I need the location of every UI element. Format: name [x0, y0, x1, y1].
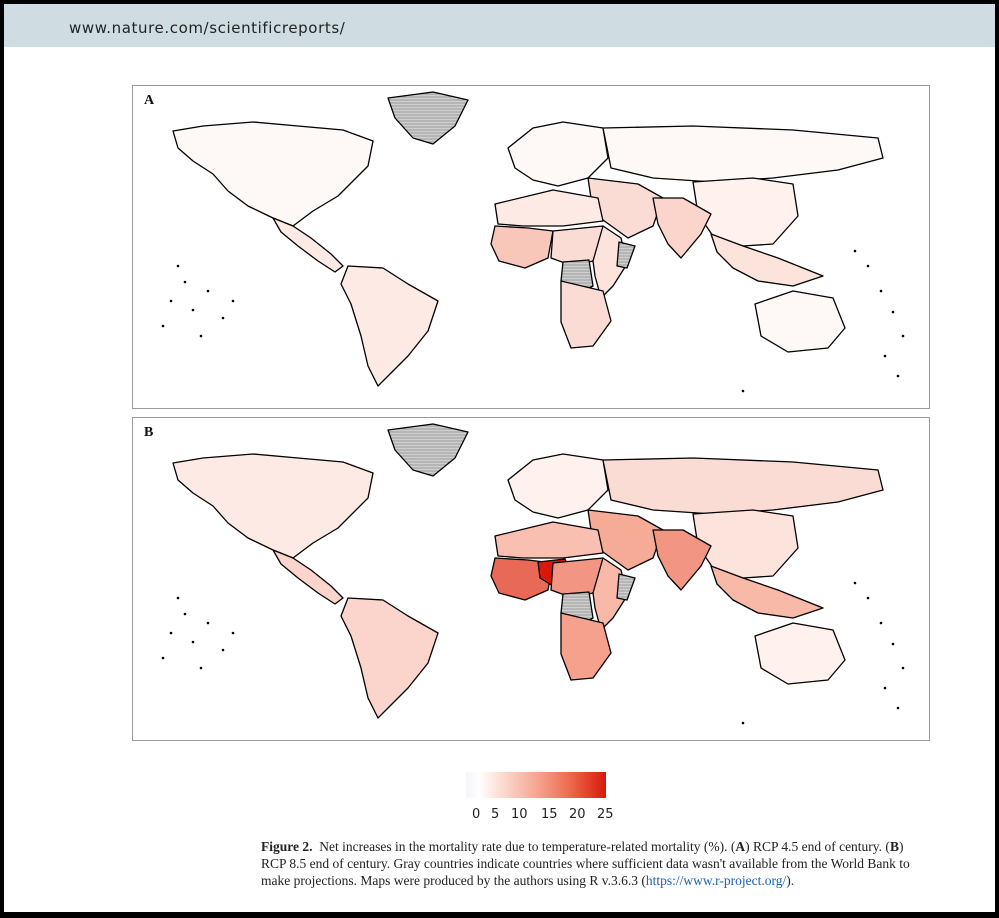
region-australia — [754, 290, 846, 353]
world-map-a — [161, 91, 905, 393]
island-marker — [199, 334, 203, 338]
region-europe — [507, 453, 609, 519]
region-australia — [754, 622, 846, 685]
region-greenland — [387, 423, 469, 477]
island-marker — [901, 334, 905, 338]
color-scale-ticks: 0 5 10 15 20 25 — [466, 807, 616, 827]
region-russia — [602, 125, 884, 183]
island-marker — [231, 631, 235, 635]
tick-label: 15 — [541, 807, 558, 822]
island-marker — [161, 324, 165, 328]
tick-label: 5 — [491, 807, 500, 822]
island-marker — [221, 316, 225, 320]
island-marker — [901, 666, 905, 670]
tick-label: 20 — [569, 807, 586, 822]
caption-ref-a: A — [735, 839, 746, 854]
region-somalia — [616, 241, 636, 269]
island-marker — [191, 308, 195, 312]
figure-label: Figure 2. — [261, 839, 313, 854]
island-marker — [879, 289, 883, 293]
island-marker — [206, 621, 210, 625]
island-marker — [853, 581, 857, 585]
region-somalia — [616, 573, 636, 601]
region-north-africa — [494, 521, 604, 559]
region-india-south-asia — [652, 197, 712, 259]
panel-label-b: B — [144, 425, 154, 440]
island-marker — [231, 299, 235, 303]
region-southern-africa — [560, 280, 612, 349]
island-marker — [891, 642, 895, 646]
region-west-africa — [490, 557, 554, 601]
region-south-america — [340, 265, 439, 387]
region-southeast-asia — [710, 233, 824, 287]
region-mexico-central-america — [272, 217, 344, 273]
island-marker — [866, 596, 870, 600]
caption-text: ) RCP 4.5 end of century. ( — [745, 839, 890, 854]
page: www.nature.com/scientificreports/ A B 0 … — [4, 4, 995, 912]
island-marker — [741, 721, 745, 725]
island-marker — [896, 374, 900, 378]
region-southeast-asia — [710, 565, 824, 619]
region-north-america — [172, 453, 374, 559]
island-marker — [176, 264, 180, 268]
island-marker — [169, 631, 173, 635]
island-marker — [883, 686, 887, 690]
caption-text: ) RCP 8.5 end of century. Gray countries… — [261, 839, 910, 888]
island-marker — [883, 354, 887, 358]
region-west-africa — [490, 225, 554, 269]
region-north-america — [172, 121, 374, 227]
url-header: www.nature.com/scientificreports/ — [4, 4, 995, 47]
region-europe — [507, 121, 609, 187]
island-marker — [879, 621, 883, 625]
region-mexico-central-america — [272, 549, 344, 605]
region-south-america — [340, 597, 439, 719]
island-marker — [853, 249, 857, 253]
island-marker — [896, 706, 900, 710]
region-russia — [602, 457, 884, 515]
region-greenland — [387, 91, 469, 145]
island-marker — [183, 280, 187, 284]
tick-label: 10 — [511, 807, 528, 822]
region-southern-africa — [560, 612, 612, 681]
island-marker — [891, 310, 895, 314]
world-map-b — [161, 423, 905, 725]
region-india-south-asia — [652, 529, 712, 591]
island-marker — [741, 389, 745, 393]
island-marker — [199, 666, 203, 670]
figure-caption: Figure 2. Net increases in the mortality… — [261, 838, 929, 889]
r-project-link[interactable]: https://www.r-project.org/ — [645, 873, 787, 888]
island-marker — [169, 299, 173, 303]
caption-text: ). — [786, 873, 795, 888]
island-marker — [176, 596, 180, 600]
caption-text: Net increases in the mortality rate due … — [319, 839, 736, 854]
island-marker — [206, 289, 210, 293]
island-marker — [221, 648, 225, 652]
map-panel-b: B — [132, 417, 930, 741]
map-panel-a: A — [132, 85, 930, 409]
url-text[interactable]: www.nature.com/scientificreports/ — [69, 19, 346, 37]
island-marker — [866, 264, 870, 268]
tick-label: 0 — [472, 807, 481, 822]
caption-ref-b: B — [889, 839, 899, 854]
island-marker — [191, 640, 195, 644]
island-marker — [183, 612, 187, 616]
tick-label: 25 — [597, 807, 614, 822]
island-marker — [161, 656, 165, 660]
region-north-africa — [494, 189, 604, 227]
color-scale-bar — [466, 772, 606, 798]
panel-label-a: A — [144, 93, 155, 108]
